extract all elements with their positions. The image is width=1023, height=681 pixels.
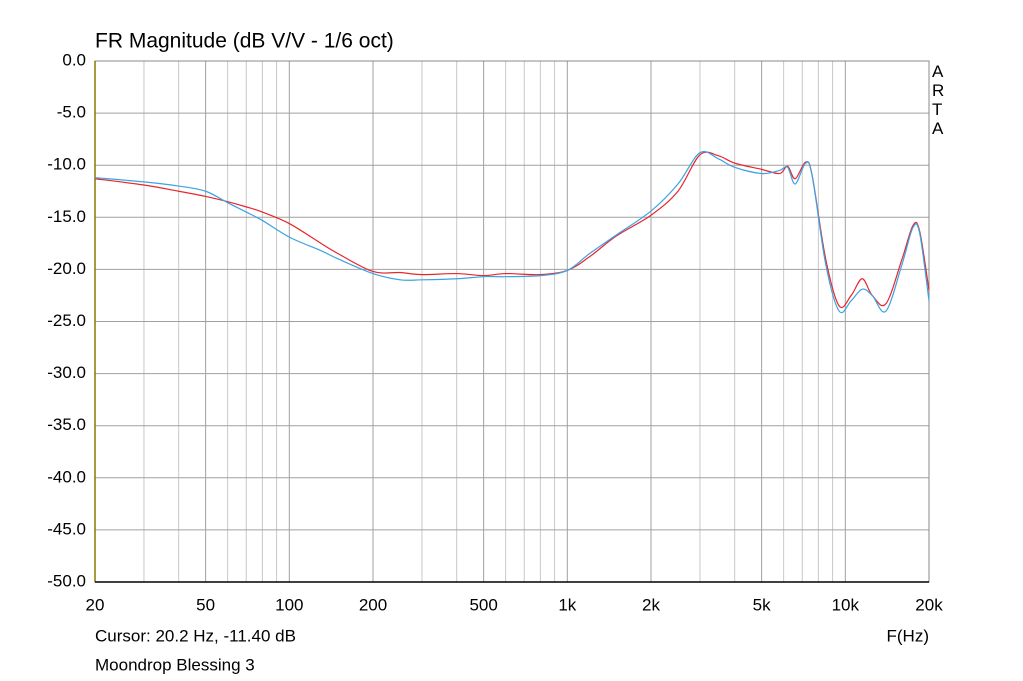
y-tick-label: -40.0 [47,467,86,486]
cursor-readout: Cursor: 20.2 Hz, -11.40 dB [95,626,296,645]
y-tick-label: -30.0 [47,363,86,382]
y-tick-label: -35.0 [47,415,86,434]
x-tick-label: 20 [86,595,105,614]
y-tick-label: -15.0 [47,207,86,226]
x-tick-label: 500 [469,595,497,614]
y-tick-label: -20.0 [47,259,86,278]
x-tick-label: 200 [359,595,387,614]
x-tick-label: 100 [275,595,303,614]
chart-title: FR Magnitude (dB V/V - 1/6 oct) [95,30,394,53]
x-tick-label: 1k [558,595,576,614]
y-tick-label: -5.0 [57,103,86,122]
y-tick-label: -25.0 [47,311,86,330]
y-tick-label: -50.0 [47,571,86,590]
fr-curve [94,150,930,314]
x-tick-label: 50 [196,595,215,614]
watermark: ARTA [932,62,945,138]
y-tick-label: 0.0 [62,50,86,69]
y-tick-label: -45.0 [47,519,86,538]
x-tick-label: 10k [832,595,860,614]
fr-curve [94,151,930,309]
x-tick-label: 5k [753,595,771,614]
x-tick-label: 2k [642,595,660,614]
y-tick-label: -10.0 [47,155,86,174]
x-tick-label: 20k [915,595,943,614]
x-axis-label: F(Hz) [887,626,929,645]
caption: Moondrop Blessing 3 [95,655,255,674]
